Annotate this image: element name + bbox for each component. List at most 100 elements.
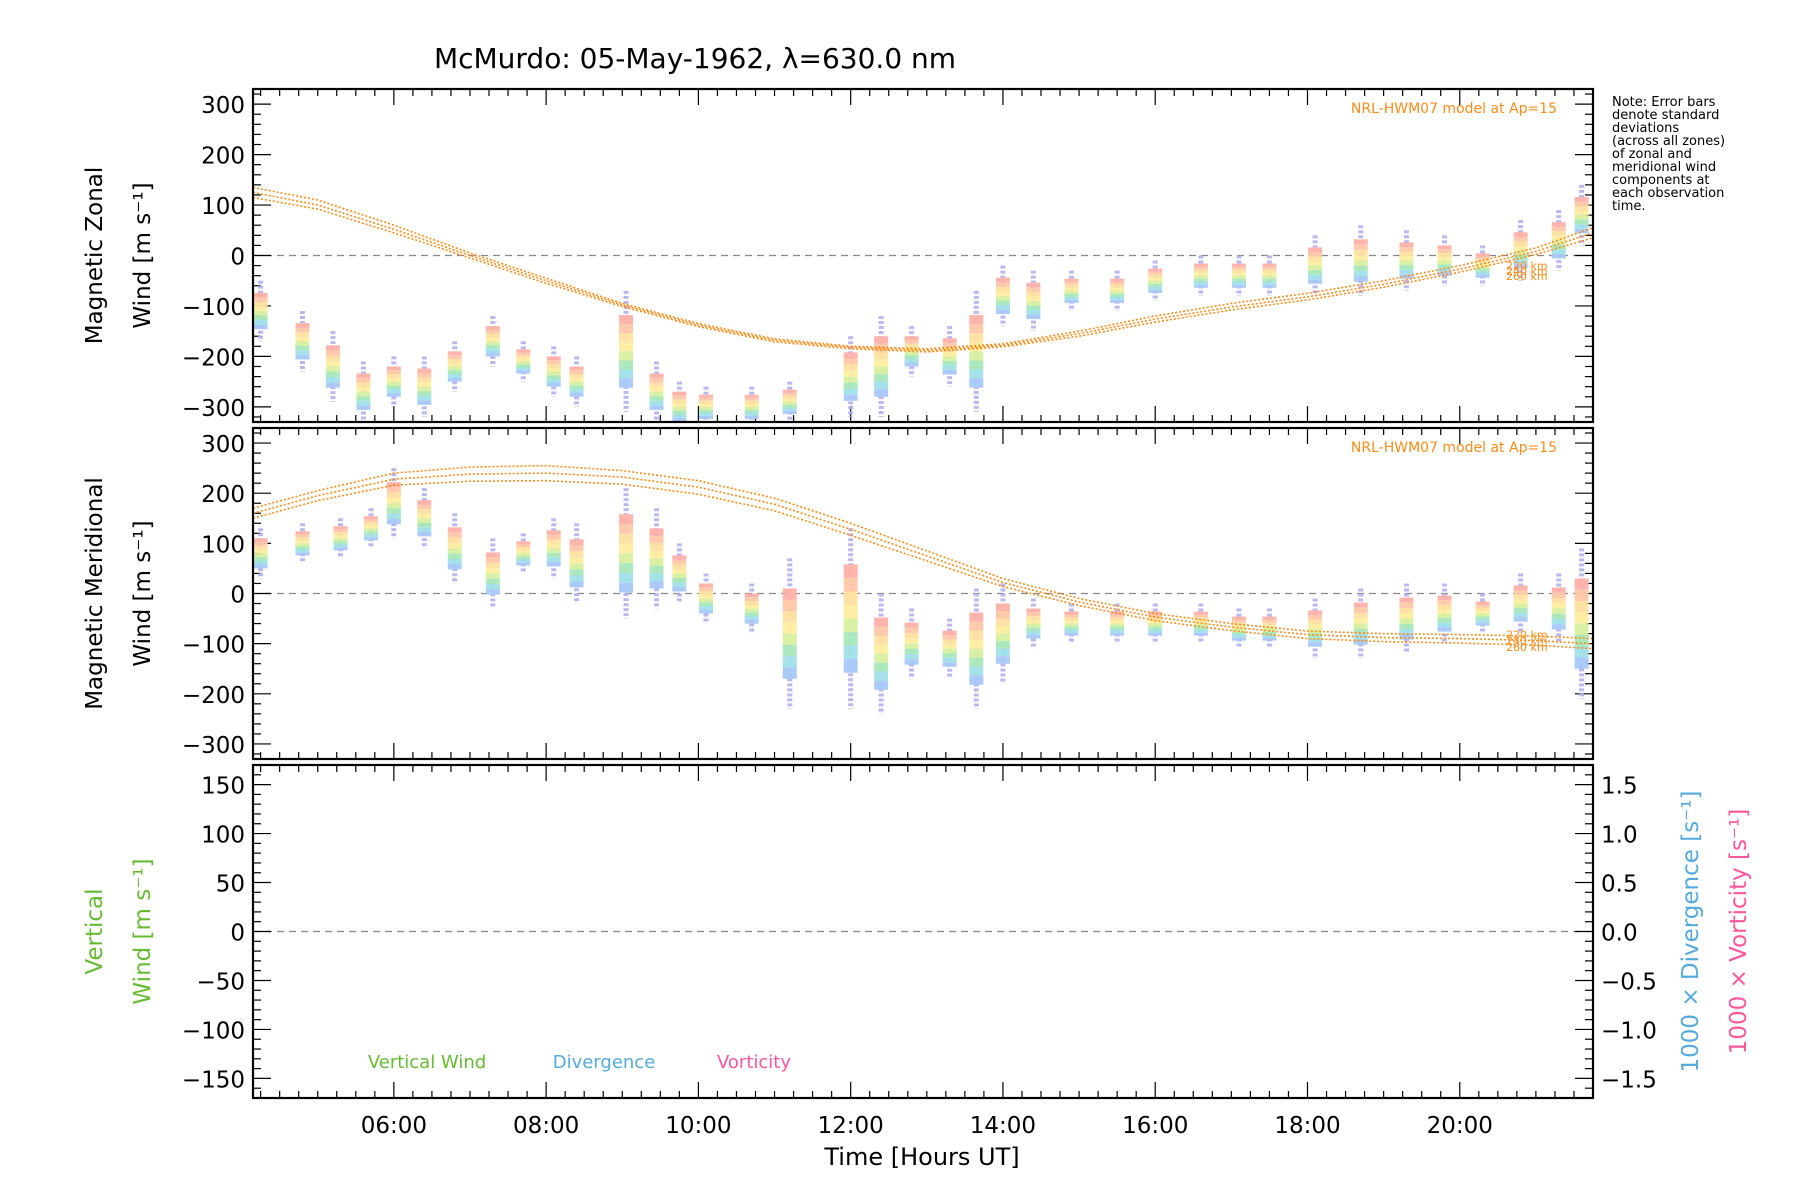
data-point bbox=[782, 392, 797, 396]
data-point bbox=[843, 659, 858, 673]
data-point bbox=[253, 549, 268, 554]
model-altitude-label: 220 km bbox=[1506, 629, 1548, 642]
data-point bbox=[619, 533, 634, 544]
data-point bbox=[546, 530, 561, 535]
data-point bbox=[1475, 622, 1490, 626]
data-point bbox=[569, 381, 584, 386]
observation bbox=[874, 593, 889, 714]
data-point bbox=[1399, 274, 1414, 279]
data-point bbox=[417, 400, 432, 405]
data-point bbox=[546, 363, 561, 368]
data-point bbox=[1026, 634, 1041, 639]
data-point bbox=[969, 612, 984, 622]
observation bbox=[253, 280, 268, 342]
data-point bbox=[1231, 266, 1246, 270]
y-tick-label: −100 bbox=[182, 295, 245, 321]
data-point bbox=[672, 586, 687, 592]
observation bbox=[516, 533, 531, 574]
data-point bbox=[546, 539, 561, 544]
data-point bbox=[782, 404, 797, 408]
model-altitude-label: 240 km bbox=[1506, 635, 1548, 648]
data-point bbox=[672, 410, 687, 415]
data-point bbox=[1551, 598, 1566, 604]
data-point bbox=[969, 657, 984, 667]
data-point bbox=[699, 394, 714, 398]
data-point bbox=[1513, 594, 1528, 600]
data-point bbox=[1231, 263, 1246, 267]
y2-tick-label: −1.0 bbox=[1601, 1018, 1657, 1044]
data-point bbox=[672, 568, 687, 574]
data-point bbox=[1475, 274, 1490, 278]
data-point bbox=[1308, 642, 1323, 647]
data-point bbox=[546, 375, 561, 380]
data-point bbox=[295, 350, 310, 355]
data-point bbox=[1513, 264, 1528, 269]
data-point bbox=[1308, 251, 1323, 257]
x-tick-label: 08:00 bbox=[513, 1113, 579, 1139]
data-point bbox=[649, 550, 664, 559]
data-point bbox=[1262, 631, 1277, 635]
data-point bbox=[1193, 284, 1208, 288]
data-point bbox=[1399, 256, 1414, 261]
data-point bbox=[1064, 611, 1079, 615]
data-point bbox=[1353, 628, 1368, 635]
data-point bbox=[485, 552, 500, 558]
data-point bbox=[253, 306, 268, 311]
y-tick-label: 200 bbox=[201, 482, 245, 508]
data-point bbox=[1110, 632, 1125, 636]
data-point bbox=[295, 341, 310, 346]
data-point bbox=[672, 577, 687, 583]
data-point bbox=[843, 394, 858, 401]
data-point bbox=[649, 580, 664, 589]
data-point bbox=[1026, 291, 1041, 297]
data-point bbox=[1353, 265, 1368, 272]
data-point bbox=[1551, 235, 1566, 241]
data-point bbox=[1513, 245, 1528, 251]
data-point bbox=[1064, 296, 1079, 300]
y2-tick-label: 0.5 bbox=[1601, 872, 1638, 898]
data-point bbox=[649, 543, 664, 551]
data-point bbox=[516, 355, 531, 359]
data-point bbox=[672, 403, 687, 407]
data-point bbox=[516, 364, 531, 368]
data-point bbox=[995, 309, 1010, 315]
data-point bbox=[485, 341, 500, 346]
data-point bbox=[904, 336, 919, 341]
data-point bbox=[904, 340, 919, 344]
observation bbox=[1193, 255, 1208, 296]
data-point bbox=[942, 356, 957, 361]
data-point bbox=[1353, 613, 1368, 619]
data-point bbox=[699, 403, 714, 407]
observation bbox=[782, 558, 797, 709]
data-point bbox=[1026, 623, 1041, 628]
data-point bbox=[447, 532, 462, 538]
data-point bbox=[649, 558, 664, 566]
data-point bbox=[485, 578, 500, 584]
data-point bbox=[333, 538, 348, 542]
data-point bbox=[1262, 281, 1277, 285]
data-point bbox=[744, 394, 759, 398]
data-point bbox=[904, 355, 919, 359]
data-point bbox=[1193, 269, 1208, 273]
data-point bbox=[782, 588, 797, 600]
data-point bbox=[1231, 269, 1246, 273]
data-point bbox=[672, 414, 687, 419]
data-point bbox=[485, 557, 500, 563]
data-point bbox=[1064, 290, 1079, 294]
y-axis-label: Wind [m s⁻¹] bbox=[130, 520, 156, 666]
data-point bbox=[744, 593, 759, 598]
data-point bbox=[1574, 228, 1589, 234]
data-point bbox=[1026, 619, 1041, 624]
data-point bbox=[295, 543, 310, 547]
note-line: (across all zones) bbox=[1612, 134, 1726, 149]
data-point bbox=[995, 291, 1010, 296]
data-point bbox=[295, 327, 310, 333]
data-point bbox=[1399, 260, 1414, 266]
data-point bbox=[516, 547, 531, 551]
data-point bbox=[1262, 616, 1277, 620]
y-axis-label: Wind [m s⁻¹] bbox=[130, 858, 156, 1004]
data-point bbox=[1574, 657, 1589, 669]
data-point bbox=[485, 326, 500, 330]
data-point bbox=[569, 569, 584, 576]
data-point bbox=[744, 412, 759, 416]
